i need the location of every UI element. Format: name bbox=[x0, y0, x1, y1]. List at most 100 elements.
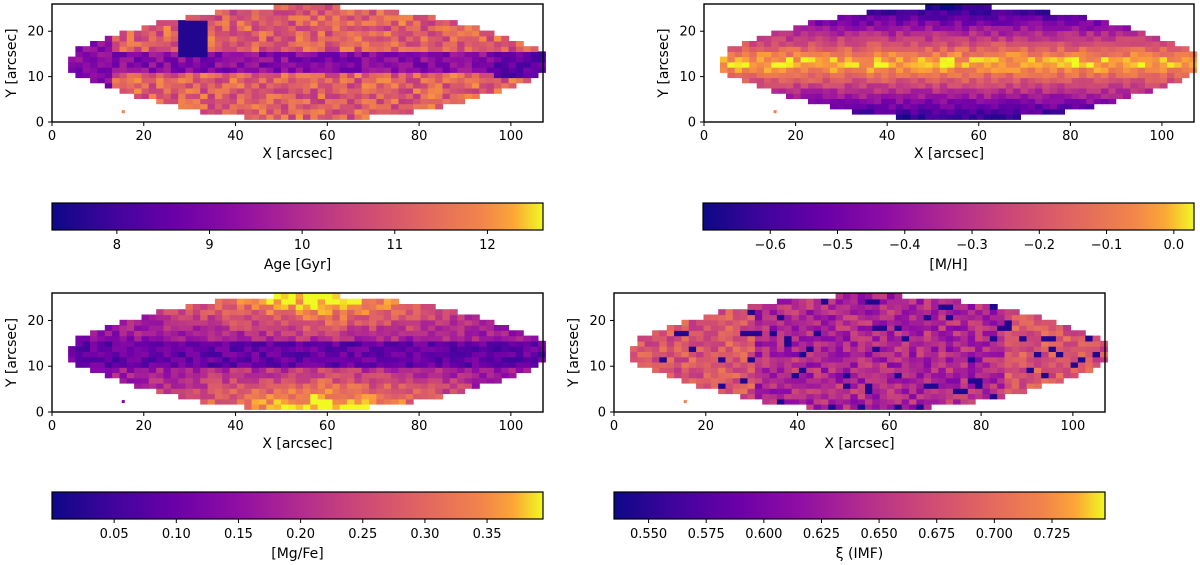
map-cell bbox=[530, 340, 539, 347]
map-cell bbox=[1093, 46, 1102, 52]
map-cell bbox=[405, 56, 414, 63]
map-cell bbox=[881, 41, 890, 47]
map-cell bbox=[259, 14, 267, 21]
map-cell bbox=[435, 388, 444, 395]
map-cell bbox=[975, 335, 983, 342]
map-cell bbox=[134, 367, 142, 373]
map-cell bbox=[435, 367, 444, 373]
map-cell bbox=[947, 103, 956, 110]
map-cell bbox=[1181, 67, 1190, 73]
map-cell bbox=[851, 14, 860, 21]
map-cell bbox=[148, 72, 157, 79]
map-cell bbox=[1019, 388, 1028, 395]
map-cell bbox=[916, 398, 925, 405]
map-cell bbox=[354, 77, 363, 84]
map-cell bbox=[163, 356, 172, 363]
map-cell bbox=[273, 304, 282, 310]
map-cell bbox=[1085, 367, 1094, 373]
map-cell bbox=[887, 330, 895, 337]
map-cell bbox=[806, 335, 815, 342]
map-cell bbox=[778, 77, 787, 84]
map-cell bbox=[281, 293, 289, 300]
map-cell bbox=[383, 46, 392, 52]
map-cell bbox=[910, 35, 919, 42]
map-cell bbox=[1159, 61, 1168, 68]
map-cell bbox=[420, 393, 429, 400]
map-cell bbox=[148, 351, 157, 358]
map-cell bbox=[192, 41, 201, 47]
map-cell bbox=[126, 82, 135, 89]
map-cell bbox=[850, 314, 859, 321]
map-cell bbox=[851, 82, 860, 89]
map-cell bbox=[954, 51, 963, 58]
map-cell bbox=[398, 108, 407, 115]
map-cell bbox=[903, 98, 912, 105]
map-cell bbox=[332, 319, 341, 326]
map-cell bbox=[178, 25, 187, 32]
map-cell bbox=[967, 382, 976, 389]
map-cell bbox=[983, 9, 992, 16]
map-cell bbox=[383, 35, 392, 42]
map-cell bbox=[222, 367, 231, 373]
map-cell bbox=[501, 77, 510, 84]
map-cell bbox=[953, 351, 961, 358]
map-cell bbox=[1020, 61, 1029, 68]
map-cell bbox=[185, 319, 194, 326]
map-cell bbox=[288, 314, 297, 321]
map-cell bbox=[325, 20, 333, 26]
map-cell bbox=[923, 314, 932, 321]
map-cell bbox=[82, 346, 91, 352]
map-cell bbox=[148, 46, 157, 52]
map-cell bbox=[879, 356, 888, 363]
map-cell bbox=[369, 67, 377, 73]
map-cell bbox=[909, 367, 917, 373]
map-cell bbox=[236, 335, 245, 342]
map-cell bbox=[471, 46, 480, 52]
map-cell bbox=[156, 77, 165, 84]
map-cell bbox=[288, 61, 297, 68]
map-cell bbox=[821, 340, 829, 347]
map-cell bbox=[391, 93, 399, 99]
map-cell bbox=[961, 35, 970, 42]
map-cell bbox=[1101, 25, 1109, 32]
map-cell bbox=[427, 367, 436, 373]
map-cell bbox=[776, 382, 785, 389]
map-cell bbox=[1042, 82, 1051, 89]
map-cell bbox=[982, 361, 991, 368]
map-cell bbox=[449, 77, 458, 84]
map-cell bbox=[413, 304, 421, 310]
map-cell bbox=[435, 67, 444, 73]
map-cell bbox=[674, 356, 682, 363]
map-cell bbox=[222, 14, 231, 21]
map-cell bbox=[1033, 377, 1042, 384]
map-cell bbox=[866, 14, 875, 21]
map-cell bbox=[236, 20, 245, 26]
map-cell bbox=[442, 361, 451, 368]
map-cell bbox=[259, 330, 267, 337]
y-axis-label: Y [arcsec] bbox=[656, 28, 672, 98]
map-cell bbox=[185, 346, 194, 352]
map-cell bbox=[815, 72, 824, 79]
map-cell bbox=[317, 293, 326, 300]
map-cell bbox=[347, 340, 355, 347]
map-cell bbox=[866, 51, 875, 58]
map-cell bbox=[192, 361, 201, 368]
map-cell bbox=[888, 82, 897, 89]
map-cell bbox=[405, 377, 414, 384]
map-cell bbox=[997, 346, 1006, 352]
map-cell bbox=[881, 77, 890, 84]
map-cell bbox=[983, 61, 992, 68]
map-cell bbox=[244, 330, 253, 337]
map-cell bbox=[325, 388, 333, 395]
map-cell bbox=[778, 67, 787, 73]
map-cell bbox=[784, 340, 793, 347]
map-cell bbox=[1041, 335, 1050, 342]
map-cell bbox=[1064, 93, 1073, 99]
map-cell bbox=[354, 20, 363, 26]
map-cell bbox=[1042, 103, 1051, 110]
map-cell bbox=[688, 372, 697, 379]
map-cell bbox=[317, 309, 326, 316]
map-cell bbox=[523, 61, 532, 68]
map-cell bbox=[281, 14, 289, 21]
map-cell bbox=[259, 82, 267, 89]
